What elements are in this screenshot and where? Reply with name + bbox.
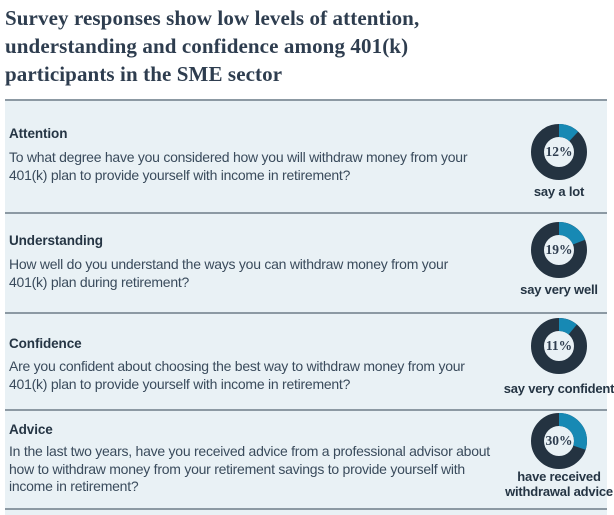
donut-value-arc	[531, 222, 587, 278]
row-heading: Understanding	[9, 233, 103, 248]
row-question: To what degree have you considered how y…	[9, 149, 468, 184]
donut-percent-label: 30%	[545, 433, 573, 448]
donut-chart-advice: 30%	[531, 413, 587, 469]
donut-chart-confidence: 11%	[531, 318, 587, 374]
donut-svg	[531, 318, 587, 374]
row-attention: Attention To what degree have you consid…	[5, 99, 607, 212]
donut-percent-label: 12%	[545, 144, 573, 159]
row-question: Are you confident about choosing the bes…	[9, 358, 465, 393]
question-line: How well do you understand the ways you …	[9, 256, 448, 272]
donut-caption: say very confident	[409, 381, 614, 397]
donut-value-arc	[531, 413, 587, 469]
donut-svg	[531, 124, 587, 180]
page-title-line: participants in the SME sector	[5, 62, 283, 86]
question-line: Are you confident about choosing the bes…	[9, 358, 465, 374]
question-line: 401(k) plan during retirement?	[9, 273, 190, 290]
question-line: how to withdraw money from your retireme…	[9, 460, 465, 477]
donut-svg	[531, 222, 587, 278]
question-line: In the last two years, have you received…	[9, 443, 490, 459]
donut-value-arc	[531, 124, 587, 180]
donut-caption-line: have received	[517, 469, 601, 484]
row-heading: Confidence	[9, 336, 82, 351]
next-row-divider	[5, 508, 607, 515]
row-advice: Advice In the last two years, have you r…	[5, 409, 613, 508]
donut-caption: say a lot	[409, 184, 614, 200]
donut-svg	[531, 413, 587, 469]
row-question: How well do you understand the ways you …	[9, 256, 448, 291]
donut-chart-understanding: 19%	[531, 222, 587, 278]
donut-chart-attention: 12%	[531, 124, 587, 180]
row-question: In the last two years, have you received…	[9, 443, 490, 496]
page-title-line: Survey responses show low levels of atte…	[5, 6, 420, 30]
question-line: income in retirement?	[9, 478, 139, 494]
page-title: Survey responses show low levels of atte…	[5, 4, 605, 88]
donut-caption-line: say very confident	[503, 381, 614, 396]
donut-caption: say very well	[409, 282, 614, 298]
row-heading: Advice	[9, 422, 53, 437]
donut-percent-label: 11%	[545, 338, 573, 353]
donut-percent-label: 19%	[545, 242, 573, 257]
donut-caption-line: say a lot	[533, 184, 585, 199]
donut-value-arc	[531, 318, 587, 374]
donut-caption-line: say very well	[520, 282, 598, 297]
donut-caption: have received withdrawal advice	[409, 469, 614, 499]
question-line: 401(k) plan to provide yourself with inc…	[9, 375, 351, 392]
question-line: To what degree have you considered how y…	[9, 149, 468, 165]
row-confidence: Confidence Are you confident about choos…	[5, 312, 614, 409]
row-heading: Attention	[9, 126, 68, 141]
question-line: 401(k) plan to provide yourself with inc…	[9, 166, 351, 183]
row-understanding: Understanding How well do you understand…	[5, 212, 607, 312]
survey-panel: Attention To what degree have you consid…	[5, 99, 614, 515]
donut-caption-line: withdrawal advice	[505, 483, 613, 499]
page-title-line: understanding and confidence among 401(k…	[5, 34, 409, 58]
